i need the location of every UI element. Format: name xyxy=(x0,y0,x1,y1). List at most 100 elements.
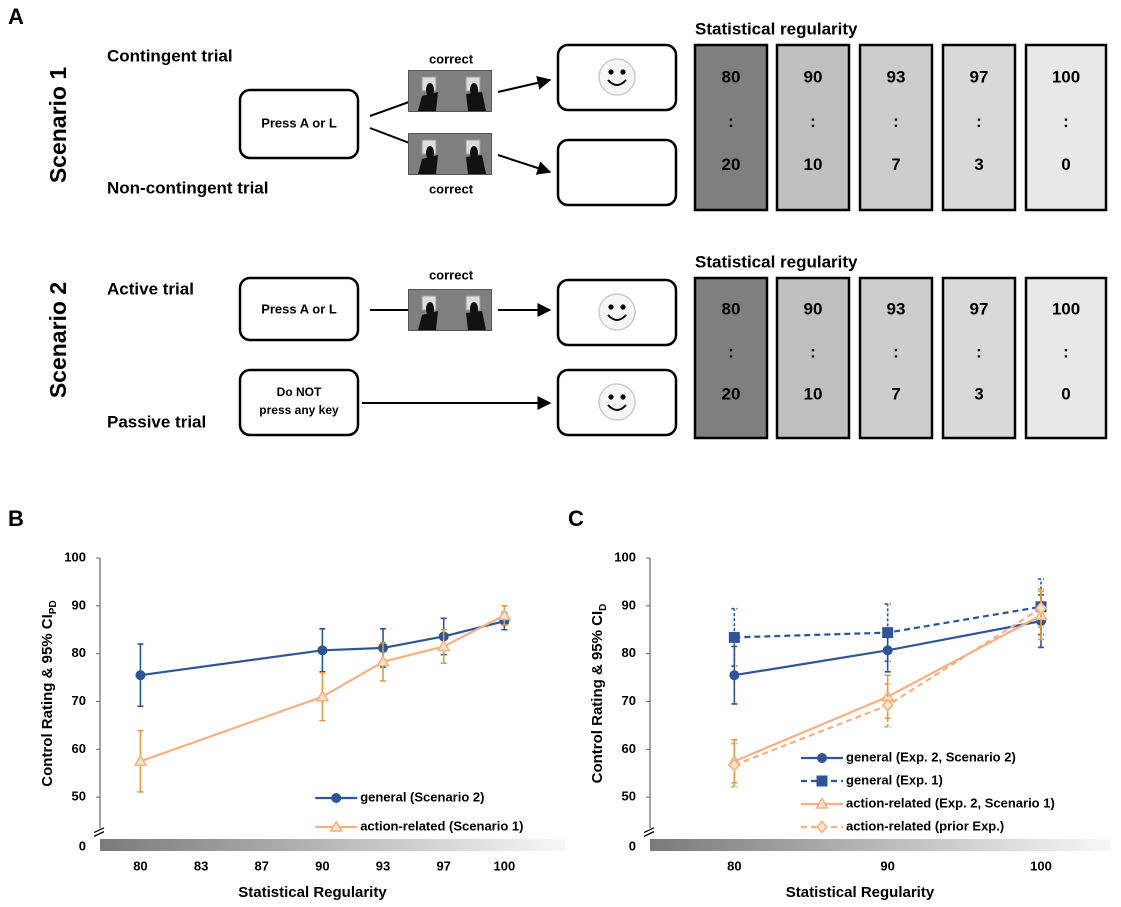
y-tick-label: 100 xyxy=(64,549,86,564)
legend-label: general (Exp. 1) xyxy=(846,772,943,787)
legend-marker xyxy=(332,794,341,803)
ratio-separator: : xyxy=(893,343,899,362)
prompt-text: Press A or L xyxy=(261,301,337,316)
panel-label: C xyxy=(568,506,584,531)
ratio-separator: : xyxy=(1063,343,1069,362)
ratio-value: 10 xyxy=(804,384,823,403)
keypad-icon xyxy=(409,134,492,175)
panel-label: B xyxy=(8,506,24,531)
x-tick-label: 93 xyxy=(376,858,390,873)
page: { "panel_a": { "label": "A", "scenarios"… xyxy=(0,0,1121,907)
y-tick-label: 50 xyxy=(622,789,636,804)
x-tick-label: 100 xyxy=(493,858,515,873)
trial-label: Passive trial xyxy=(107,412,206,431)
y-tick-label: 50 xyxy=(72,789,86,804)
keypad-icon xyxy=(409,71,492,112)
ratio-value: 93 xyxy=(887,67,906,86)
y-axis-label-main: Control Rating & 95% CI xyxy=(589,611,606,784)
marker xyxy=(883,628,893,638)
y-tick-label: 60 xyxy=(72,741,86,756)
ratio-value: 97 xyxy=(970,67,989,86)
legend-label: general (Scenario 2) xyxy=(360,789,484,804)
y-tick-label: 80 xyxy=(72,645,86,660)
ratio-separator: : xyxy=(810,343,816,362)
legend-label: general (Exp. 2, Scenario 2) xyxy=(846,749,1016,764)
x-axis-bar xyxy=(650,839,1110,851)
smiley-icon xyxy=(599,59,635,95)
figure: A Scenario 1 Contingent trial Non-contin… xyxy=(0,0,1121,907)
x-axis-label: Statistical Regularity xyxy=(238,884,387,901)
y-axis-label: Control Rating & 95% CID xyxy=(589,604,609,784)
ratio-value: 0 xyxy=(1061,384,1070,403)
y-tick-label: 100 xyxy=(614,549,636,564)
ratio-value: 93 xyxy=(887,299,906,318)
regularity-title: Statistical regularity xyxy=(695,252,858,271)
arrow xyxy=(498,155,550,172)
marker xyxy=(499,610,510,620)
legend-label: action-related (Scenario 1) xyxy=(360,818,523,833)
x-tick-label: 83 xyxy=(194,858,208,873)
marker xyxy=(730,671,739,680)
ratio-value: 3 xyxy=(974,384,983,403)
smiley-icon xyxy=(599,384,635,420)
x-tick-label: 90 xyxy=(315,858,329,873)
correct-label: correct xyxy=(429,267,474,282)
marker xyxy=(317,691,328,701)
y-tick-label: 90 xyxy=(622,597,636,612)
y-break-label: 0 xyxy=(79,838,86,853)
x-tick-label: 90 xyxy=(880,858,894,873)
ratio-separator: : xyxy=(810,112,816,131)
ratio-value: 7 xyxy=(891,384,900,403)
ratio-value: 20 xyxy=(722,155,741,174)
regularity-title: Statistical regularity xyxy=(695,19,858,38)
prompt-text: Press A or L xyxy=(261,115,337,130)
x-axis-bar xyxy=(100,839,565,851)
y-tick-label: 80 xyxy=(622,645,636,660)
trial-label: Non-contingent trial xyxy=(107,178,268,197)
x-axis-label: Statistical Regularity xyxy=(786,884,935,901)
correct-label: correct xyxy=(429,51,474,66)
ratio-value: 80 xyxy=(722,67,741,86)
prompt-text: Do NOT xyxy=(277,385,322,399)
legend-marker xyxy=(817,822,827,833)
marker xyxy=(883,700,893,711)
legend-label: action-related (Exp. 2, Scenario 1) xyxy=(846,795,1055,810)
correct-label: correct xyxy=(429,181,474,196)
y-axis-label-sub: PD xyxy=(48,600,59,614)
chart: B Control Rating & 95% CIPD 50 60 70 80 90 100 0… xyxy=(8,506,565,901)
ratio-value: 90 xyxy=(804,299,823,318)
y-tick-label: 60 xyxy=(622,741,636,756)
prompt-text: press any key xyxy=(259,403,339,417)
y-tick-label: 90 xyxy=(72,597,86,612)
legend-label: action-related (prior Exp.) xyxy=(846,818,1004,833)
ratio-value: 100 xyxy=(1052,299,1080,318)
y-axis-label-main: Control Rating & 95% CI xyxy=(39,614,56,787)
y-axis-label: Control Rating & 95% CIPD xyxy=(39,600,59,786)
marker xyxy=(729,632,739,642)
ratio-value: 80 xyxy=(722,299,741,318)
ratio-separator: : xyxy=(728,343,734,362)
legend-marker xyxy=(818,754,827,763)
trial-label: Contingent trial xyxy=(107,46,233,65)
x-tick-label: 97 xyxy=(436,858,450,873)
smiley-icon xyxy=(599,294,635,330)
ratio-separator: : xyxy=(1063,112,1069,131)
ratio-value: 20 xyxy=(722,384,741,403)
x-tick-label: 80 xyxy=(727,858,741,873)
x-tick-label: 100 xyxy=(1030,858,1052,873)
ratio-value: 7 xyxy=(891,155,900,174)
arrow xyxy=(498,80,550,92)
ratio-separator: : xyxy=(976,343,982,362)
y-tick-label: 70 xyxy=(72,693,86,708)
ratio-value: 3 xyxy=(974,155,983,174)
ratio-separator: : xyxy=(976,112,982,131)
scenario-title: Scenario 1 xyxy=(45,67,71,184)
keypad-icon xyxy=(409,290,492,331)
ratio-value: 0 xyxy=(1061,155,1070,174)
y-tick-label: 70 xyxy=(622,693,636,708)
legend-marker xyxy=(817,776,827,786)
marker xyxy=(318,646,327,655)
y-axis-label-sub: D xyxy=(598,604,609,611)
ratio-value: 90 xyxy=(804,67,823,86)
